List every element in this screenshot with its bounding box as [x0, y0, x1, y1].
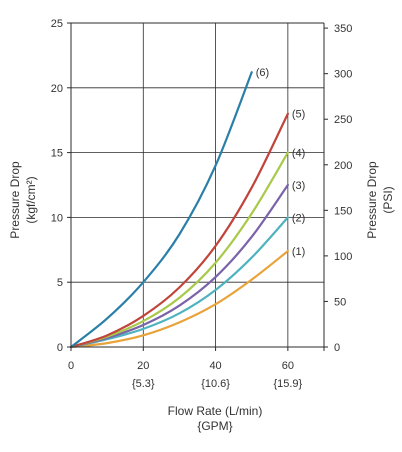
series-line-2 [69, 216, 289, 349]
y-tick-label: 0 [57, 342, 63, 354]
series-label-4: (4) [292, 148, 305, 160]
y2-tick-label: 100 [334, 251, 352, 263]
series-label-5: (5) [292, 109, 305, 121]
y2-tick-label: 250 [334, 114, 352, 126]
y2-tick-label: 200 [334, 160, 352, 172]
y-axis-title: Pressure Drop [8, 161, 22, 239]
y-tick-label: 15 [51, 148, 63, 160]
series-line-5 [69, 112, 289, 349]
y-tick-label: 5 [57, 277, 63, 289]
series-line-4 [69, 151, 289, 349]
y-tick-label: 10 [51, 212, 63, 224]
x-axis-title: Flow Rate (L/min) [168, 404, 263, 418]
series-label-6: (6) [256, 67, 269, 79]
x-tick-label: 40 [209, 360, 221, 372]
x-tick-label-secondary: {15.9} [273, 378, 302, 390]
label-layer: (1) (2) (3) (4) (5) (6) [256, 67, 306, 258]
x-tick-label: 0 [68, 360, 74, 372]
x-axis-secondary-title: {GPM} [197, 419, 232, 433]
y2-tick-label: 50 [334, 296, 346, 308]
grid-layer [71, 23, 324, 347]
series-line-3 [69, 183, 289, 349]
series-layer [69, 71, 289, 349]
y2-axis-unit: (PSI) [381, 186, 395, 213]
y2-tick-label: 300 [334, 69, 352, 81]
y-tick-label: 25 [51, 18, 63, 30]
series-label-3: (3) [292, 180, 305, 192]
y2-tick-label: 350 [334, 23, 352, 35]
y2-tick-label: 150 [334, 205, 352, 217]
y-axis-unit: (kgf/cm²) [24, 176, 38, 223]
series-label-2: (2) [292, 212, 305, 224]
x-tick-label-secondary: {10.6} [201, 378, 230, 390]
series-label-1: (1) [292, 246, 305, 258]
series-line-1 [69, 250, 289, 349]
y2-tick-label: 0 [334, 342, 340, 354]
x-tick-label: 60 [282, 360, 294, 372]
y-tick-label: 20 [51, 83, 63, 95]
x-tick-label-secondary: {5.3} [132, 378, 155, 390]
series-line-6 [69, 71, 253, 349]
x-tick-label: 20 [137, 360, 149, 372]
y2-axis-title: Pressure Drop [365, 161, 379, 239]
